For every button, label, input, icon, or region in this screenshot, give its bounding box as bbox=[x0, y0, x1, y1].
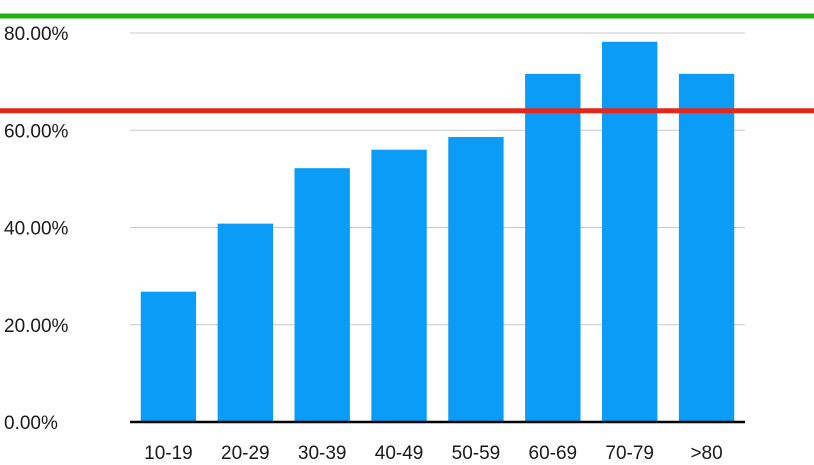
bars bbox=[140, 41, 735, 422]
y-tick-label: 60.00% bbox=[4, 121, 69, 142]
y-tick-label: 20.00% bbox=[4, 316, 69, 337]
y-tick-label: 0.00% bbox=[4, 413, 58, 434]
x-tick-label: 20-29 bbox=[221, 443, 270, 464]
bar bbox=[525, 73, 581, 422]
y-axis-tick-labels: 0.00% 20.00% 40.00% 60.00% 80.00% bbox=[4, 24, 69, 434]
x-tick-label: 40-49 bbox=[375, 443, 424, 464]
x-tick-label: >80 bbox=[690, 443, 722, 464]
bar bbox=[371, 149, 427, 422]
x-tick-label: 30-39 bbox=[298, 443, 347, 464]
reference-lines bbox=[0, 13, 814, 114]
bar bbox=[217, 223, 273, 422]
bar bbox=[448, 137, 504, 422]
y-tick-label: 40.00% bbox=[4, 219, 69, 240]
y-tick-label: 80.00% bbox=[4, 24, 69, 45]
x-tick-label: 70-79 bbox=[605, 443, 654, 464]
x-axis-tick-labels: 10-19 20-29 30-39 40-49 50-59 60-69 70-79 >80 bbox=[144, 443, 723, 464]
x-tick-label: 10-19 bbox=[144, 443, 193, 464]
x-tick-label: 60-69 bbox=[529, 443, 578, 464]
bar bbox=[678, 73, 735, 422]
bar bbox=[140, 291, 197, 422]
x-tick-label: 50-59 bbox=[452, 443, 501, 464]
bar bbox=[602, 41, 658, 422]
bar bbox=[294, 168, 350, 422]
